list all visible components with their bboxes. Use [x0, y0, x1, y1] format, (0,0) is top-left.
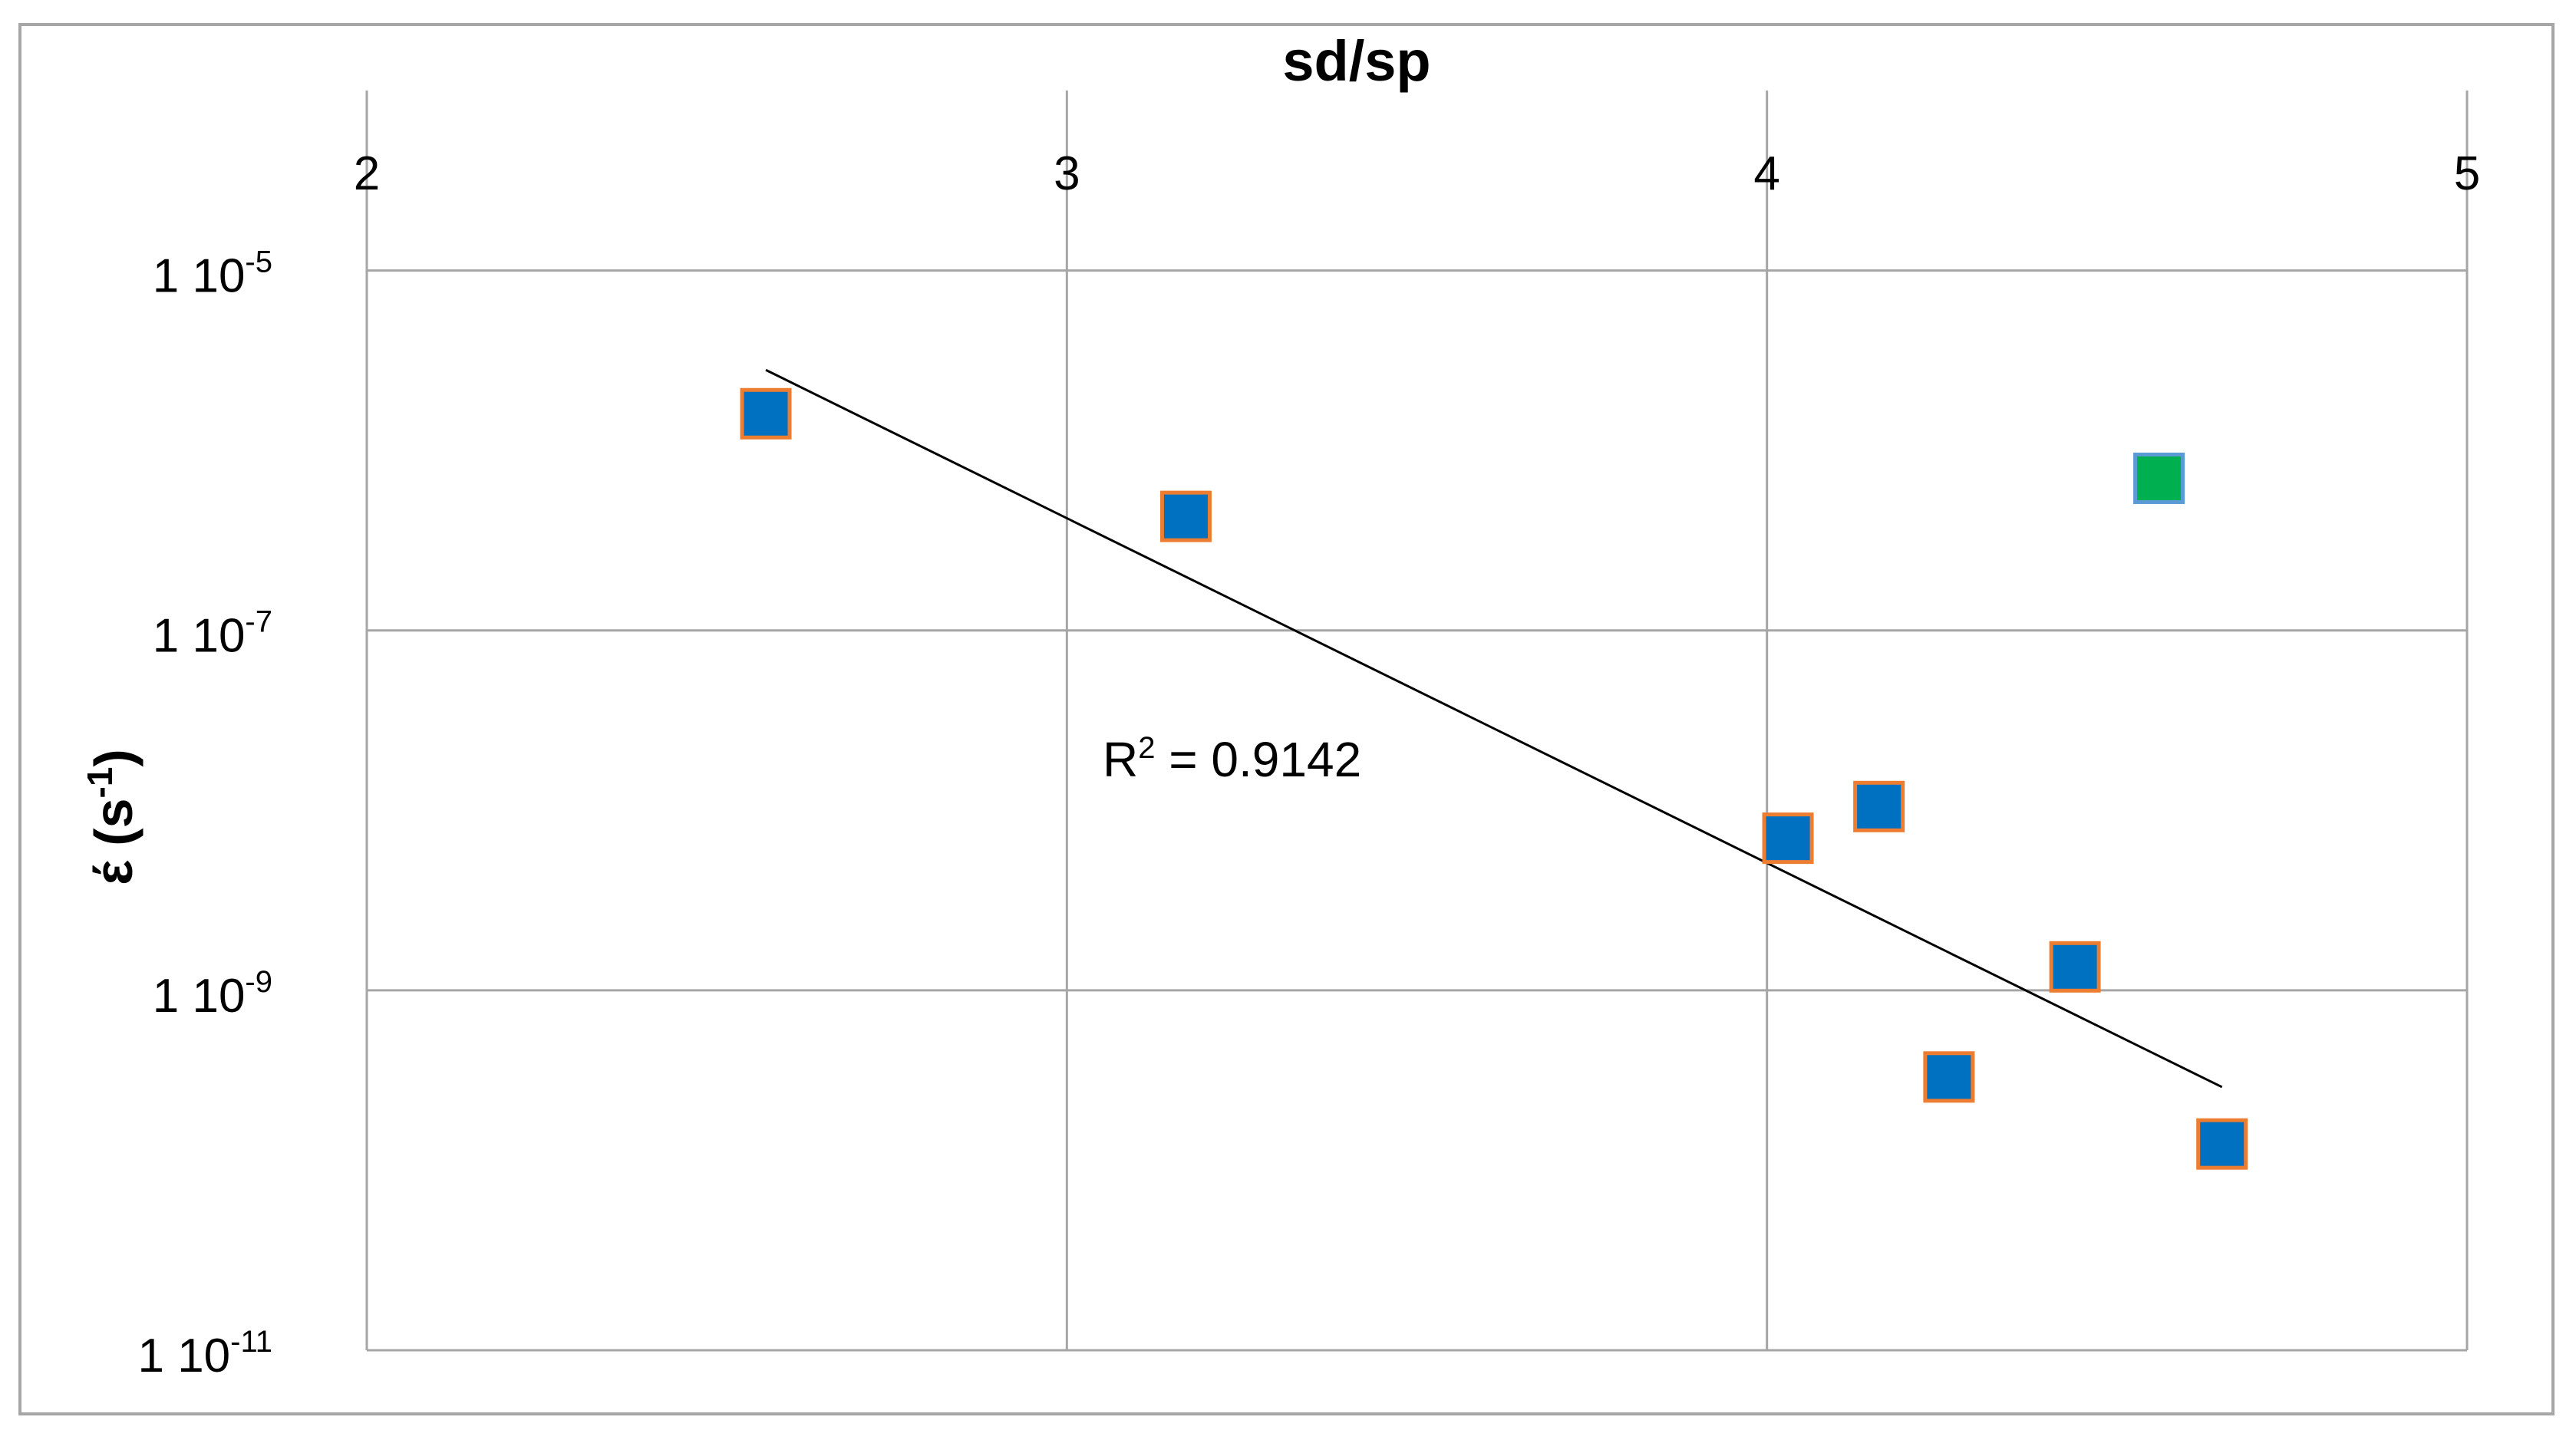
- r-squared-annotation: R2 = 0.9142: [1103, 731, 1361, 787]
- gridlines: [365, 91, 2469, 1352]
- data-point-6: [2049, 941, 2101, 993]
- trendline-group: [765, 368, 2223, 1089]
- trendline: [765, 368, 2223, 1089]
- x-tick-label: 5: [2454, 147, 2480, 200]
- y-tick-labels: 1 10-5 1 10-7 1 10-9 1 10-11: [137, 245, 272, 1382]
- x-tick-label: 3: [1054, 147, 1080, 200]
- y-tick-label: 1 10-9: [153, 965, 272, 1023]
- y-axis-label: έ (s-1): [80, 749, 143, 885]
- x-tick-labels: 2 3 4 5: [354, 147, 2480, 200]
- data-point-3: [1762, 812, 1814, 865]
- data-point-5: [1923, 1051, 1975, 1103]
- y-tick-label: 1 10-11: [137, 1325, 272, 1382]
- y-tick-label: 1 10-7: [153, 605, 272, 663]
- data-point-4: [1853, 780, 1905, 832]
- y-tick-label: 1 10-5: [153, 245, 272, 303]
- data-point-8: [2196, 1118, 2248, 1170]
- x-tick-label: 2: [354, 147, 380, 200]
- data-point-7: [2133, 452, 2185, 504]
- data-points: [740, 387, 2248, 1170]
- data-point-1: [740, 387, 792, 440]
- chart-title: sd/sp: [1282, 29, 1430, 93]
- data-point-2: [1159, 490, 1212, 542]
- x-tick-label: 4: [1753, 147, 1779, 200]
- chart-frame: [18, 23, 2555, 1415]
